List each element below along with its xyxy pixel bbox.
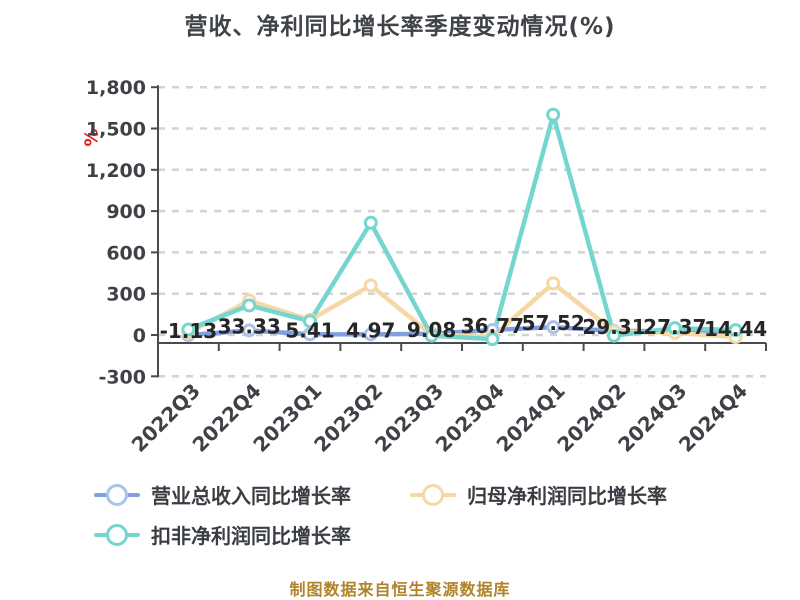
value-label: 29.31: [582, 315, 645, 339]
value-label: 27.37: [643, 315, 706, 339]
y-tick-label: 900: [106, 201, 146, 223]
data-point-marker[interactable]: [485, 332, 500, 347]
legend-line-marker-icon: [94, 483, 140, 507]
data-point-marker[interactable]: [242, 298, 257, 313]
legend-line-marker-icon: [410, 483, 456, 507]
legend-circle-icon: [106, 523, 128, 546]
legend-circle-icon: [106, 483, 128, 506]
value-label: -1.13: [160, 319, 218, 343]
data-point-marker[interactable]: [181, 322, 196, 337]
y-tick-label: 1,800: [86, 77, 146, 99]
data-point-marker[interactable]: [546, 320, 561, 335]
series-line: [186, 112, 738, 342]
y-tick-label: -300: [98, 366, 146, 388]
y-tick-label: 1,200: [86, 160, 146, 182]
value-label: 5.41: [285, 318, 334, 342]
legend-item-2[interactable]: 扣非净利润同比增长率: [94, 520, 351, 549]
data-point-marker[interactable]: [424, 328, 439, 343]
legend-item-1[interactable]: 归母净利润同比增长率: [410, 480, 667, 509]
data-point-marker[interactable]: [303, 327, 317, 342]
y-tick-label: 600: [106, 242, 146, 264]
legend-item-label: 归母净利润同比增长率: [467, 484, 667, 508]
data-point-marker[interactable]: [667, 321, 682, 336]
legend-line-marker-icon: [94, 523, 140, 547]
value-label: 57.52: [522, 311, 585, 335]
legend-item-0[interactable]: 营业总收入同比增长率: [94, 480, 351, 509]
data-point-marker[interactable]: [607, 328, 621, 343]
legend-item-label: 营业总收入同比增长率: [151, 484, 351, 508]
value-label: 4.97: [346, 318, 395, 342]
legend-item-label: 扣非净利润同比增长率: [151, 524, 351, 548]
data-point-marker[interactable]: [242, 323, 257, 338]
data-point-marker[interactable]: [303, 314, 317, 329]
data-point-marker[interactable]: [546, 107, 561, 122]
y-tick-label: 1,500: [86, 119, 146, 141]
data-point-marker[interactable]: [363, 278, 378, 293]
y-tick-label: 300: [106, 284, 146, 306]
value-label: 33.33: [218, 314, 281, 338]
value-label: 36.77: [461, 314, 524, 338]
data-point-marker[interactable]: [546, 276, 561, 291]
data-source-caption: 制图数据来自恒生聚源数据库: [289, 580, 511, 599]
legend-circle-icon: [422, 483, 444, 506]
data-point-marker[interactable]: [363, 327, 378, 342]
data-point-marker[interactable]: [728, 323, 743, 338]
chart-title: 营收、净利同比增长率季度变动情况(%): [184, 14, 616, 40]
data-point-marker[interactable]: [363, 215, 378, 230]
value-label: 9.08: [407, 318, 456, 342]
y-tick-label: 0: [133, 325, 146, 347]
value-label: 14.44: [704, 317, 767, 341]
